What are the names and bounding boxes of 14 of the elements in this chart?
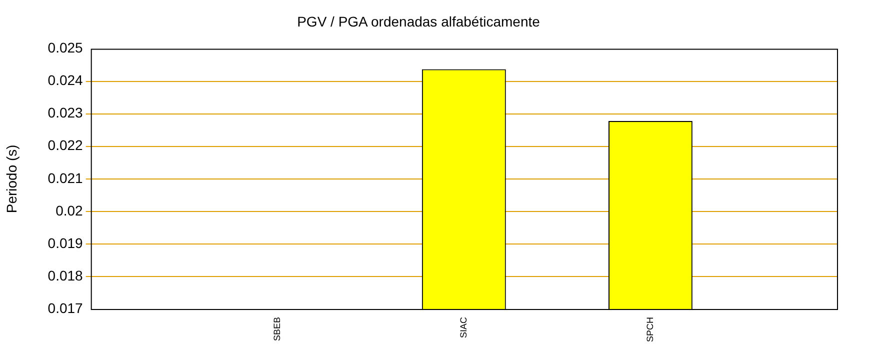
y-tick-label: 0.023 xyxy=(48,104,84,121)
y-tick-label: 0.019 xyxy=(48,234,84,251)
y-tick-label: 0.022 xyxy=(48,137,84,154)
x-tick-label: SPCH xyxy=(644,316,655,342)
x-tick-label: SBEB xyxy=(272,316,282,342)
chart-title: PGV / PGA ordenadas alfabéticamente xyxy=(297,13,540,30)
x-tick-label: SIAC xyxy=(458,316,468,338)
y-axis-title: Periodo (s) xyxy=(3,144,20,214)
y-tick-label: 0.02 xyxy=(56,202,84,218)
y-tick-label: 0.017 xyxy=(48,300,84,316)
y-tick-label: 0.021 xyxy=(48,170,84,186)
y-tick-label: 0.025 xyxy=(48,40,84,56)
y-tick-label: 0.024 xyxy=(48,72,84,88)
y-tick-label: 0.018 xyxy=(48,267,84,284)
